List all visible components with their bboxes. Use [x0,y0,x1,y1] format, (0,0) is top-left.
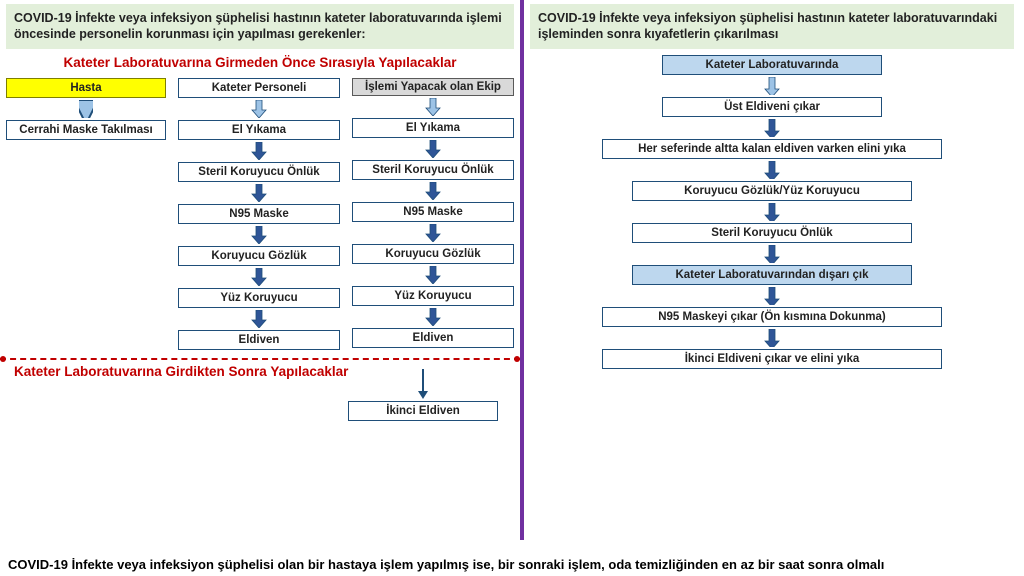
col1-item: Cerrahi Maske Takılması [6,120,166,140]
col3-item: N95 Maske [352,202,514,222]
arrow-down-icon [424,98,442,116]
col2-item: Yüz Koruyucu [178,288,340,308]
after-box: İkinci Eldiven [348,401,498,421]
right-step: Her seferinde altta kalan eldiven varken… [602,139,942,159]
col3-head: İşlemi Yapacak olan Ekip [352,78,514,97]
arrow-down-icon [250,184,268,202]
arrow-down-icon [250,268,268,286]
arrow-down-icon [250,310,268,328]
arrow-down-icon [414,369,432,399]
arrow-down-icon [763,287,781,305]
arrow-down-icon [79,100,93,118]
arrow-down-icon [424,182,442,200]
right-step: N95 Maskeyi çıkar (Ön kısmına Dokunma) [602,307,942,327]
right-step: Koruyucu Gözlük/Yüz Koruyucu [632,181,912,201]
col2-item: Koruyucu Gözlük [178,246,340,266]
left-header: COVID-19 İnfekte veya infeksiyon şüpheli… [6,4,514,49]
col3-item: Eldiven [352,328,514,348]
arrow-down-icon [424,140,442,158]
col3-item: El Yıkama [352,118,514,138]
dashed-separator [0,358,520,360]
arrow-down-icon [763,161,781,179]
left-columns: Hasta Cerrahi Maske Takılması Kateter Pe… [6,78,514,350]
col-hasta: Hasta Cerrahi Maske Takılması [6,78,166,350]
arrow-down-icon [424,308,442,326]
arrow-down-icon [763,203,781,221]
arrow-down-icon [763,245,781,263]
right-header: COVID-19 İnfekte veya infeksiyon şüpheli… [530,4,1014,49]
right-step: Steril Koruyucu Önlük [632,223,912,243]
left-title-before: Kateter Laboratuvarına Girmeden Önce Sır… [6,55,514,70]
left-panel: COVID-19 İnfekte veya infeksiyon şüpheli… [0,0,520,540]
arrow-down-icon [250,142,268,160]
arrow-down-icon [763,119,781,137]
col3-item: Yüz Koruyucu [352,286,514,306]
col2-head: Kateter Personeli [178,78,340,98]
arrow-down-icon [763,329,781,347]
col1-head: Hasta [6,78,166,98]
arrow-down-icon [424,266,442,284]
footer-note: COVID-19 İnfekte veya infeksiyon şüpheli… [8,557,1016,572]
arrow-down-icon [424,224,442,242]
col-personel: Kateter Personeli El Yıkama Steril Koruyuc… [178,78,340,350]
col2-item: Steril Koruyucu Önlük [178,162,340,182]
right-panel: COVID-19 İnfekte veya infeksiyon şüpheli… [524,0,1020,540]
col3-item: Steril Koruyucu Önlük [352,160,514,180]
arrow-down-icon [763,77,781,95]
arrow-down-icon [250,100,268,118]
right-step: Kateter Laboratuvarından dışarı çık [632,265,912,285]
right-flow: Kateter Laboratuvarında Üst Eldiveni çıka… [530,55,1014,369]
col-ekip: İşlemi Yapacak olan Ekip El Yıkama Steril … [352,78,514,350]
right-step: Üst Eldiveni çıkar [662,97,882,117]
col2-item: Eldiven [178,330,340,350]
col3-item: Koruyucu Gözlük [352,244,514,264]
col2-item: N95 Maske [178,204,340,224]
right-step: İkinci Eldiveni çıkar ve elini yıka [602,349,942,369]
col2-item: El Yıkama [178,120,340,140]
arrow-down-icon [250,226,268,244]
right-step: Kateter Laboratuvarında [662,55,882,75]
